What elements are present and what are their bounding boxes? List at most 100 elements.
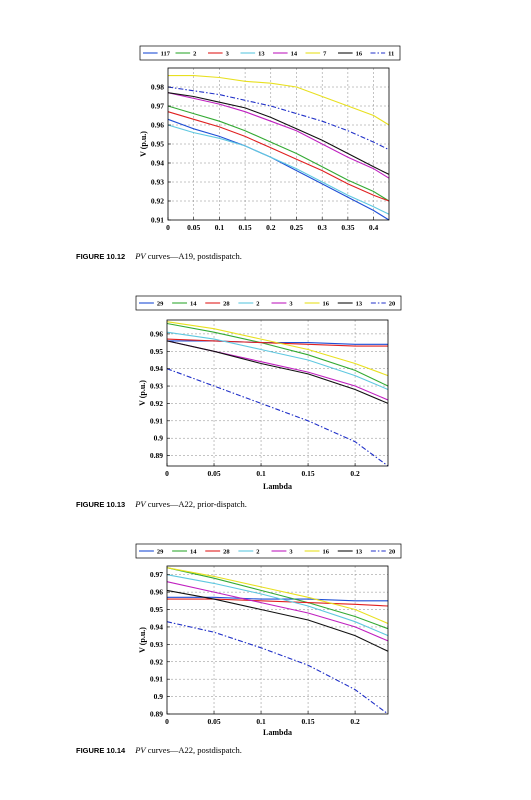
caption-text: curves—A19, postdispatch. [145,251,242,261]
caption-italic: PV [135,499,146,509]
x-tick-label: 0.2 [350,469,360,478]
x-tick-label: 0.15 [302,469,315,478]
series-line-14 [167,92,390,179]
y-tick-label: 0.89 [150,451,163,460]
y-tick-label: 0.91 [150,416,163,425]
series-line-2 [167,105,390,202]
y-tick-label: 0.93 [150,640,163,649]
y-tick-label: 0.94 [150,622,163,631]
figure-caption: FIGURE 10.14 PV curves—A22, postdispatch. [76,745,242,755]
y-tick-label: 0.93 [150,382,163,391]
x-tick-label: 0.4 [369,223,379,232]
legend-label-16: 16 [356,51,363,58]
series-line-16 [166,321,389,377]
figure-caption: FIGURE 10.13 PV curves—A22, prior-dispatc… [76,499,247,509]
x-tick-label: 0.15 [239,223,252,232]
x-tick-label: 0.05 [187,223,200,232]
series-line-20 [166,621,389,715]
legend-label-29: 29 [157,549,164,556]
figure-number: FIGURE 10.13 [76,500,126,509]
y-tick-label: 0.98 [151,83,164,92]
legend-label-117: 117 [161,51,171,58]
series-line-16 [166,567,389,625]
legend-box [139,45,401,61]
y-tick-label: 0.91 [151,216,164,225]
figure-10-14: 0 0.05 0.1 0.15 0.2 0.89 0.9 0.91 0.92 0.93 0.94 0.… [0,538,531,743]
legend-label-11: 11 [388,51,394,58]
legend-label-3: 3 [289,301,293,308]
x-tick-label: 0.25 [290,223,303,232]
y-tick-label: 0.91 [150,675,163,684]
pv-chart-a22-postdispatch: 0 0.05 0.1 0.15 0.2 0.89 0.9 0.91 0.92 0.93 0.94 0.… [135,543,402,737]
legend-label-16: 16 [323,301,330,308]
series-line-13 [166,340,389,404]
legend-label-13: 13 [356,549,363,556]
y-tick-label: 0.94 [151,159,164,168]
y-axis-label: V (p.u.) [138,380,147,406]
figure-caption: FIGURE 10.12 PV curves—A19, postdispatch. [76,251,242,261]
series-line-3 [166,581,389,642]
figure-10-13: 0 0.05 0.1 0.15 0.2 0.89 0.9 0.91 0.92 0.93 0.94 0.… [0,290,531,495]
legend-label-2: 2 [256,301,259,308]
series-line-16 [167,92,390,175]
y-tick-label: 0.95 [151,140,164,149]
pv-chart-a19-postdispatch: 0 0.05 0.1 0.15 0.2 0.25 0.3 0.35 0.4 0.91 0.92 0.9… [139,45,401,232]
series-line-2 [166,574,389,637]
y-tick-label: 0.96 [150,588,163,597]
y-tick-label: 0.89 [150,710,163,719]
axes-frame [166,565,389,715]
x-axis-label: Lambda [263,728,292,737]
y-tick-label: 0.95 [150,347,163,356]
x-tick-label: 0.05 [207,469,220,478]
legend-label-29: 29 [157,301,164,308]
y-tick-label: 0.97 [151,102,164,111]
y-tick-label: 0.92 [150,657,163,666]
series-line-11 [167,86,390,151]
y-tick-label: 0.92 [150,399,163,408]
y-tick-label: 0.93 [151,178,164,187]
x-tick-label: 0 [165,469,169,478]
x-tick-label: 0 [166,223,170,232]
x-tick-label: 0.2 [266,223,276,232]
legend-label-14: 14 [291,51,298,58]
legend-label-13: 13 [258,51,265,58]
y-tick-label: 0.9 [154,434,164,443]
x-tick-label: 0 [165,717,169,726]
legend-label-20: 20 [389,301,396,308]
legend-label-13: 13 [356,301,363,308]
legend-label-14: 14 [190,301,197,308]
legend-label-3: 3 [289,549,293,556]
pv-chart-a22-prior-dispatch: 0 0.05 0.1 0.15 0.2 0.89 0.9 0.91 0.92 0.93 0.94 0.… [135,295,402,491]
axes-frame [166,319,389,467]
y-axis-label: V (p.u.) [138,627,147,653]
y-tick-label: 0.95 [150,605,163,614]
x-tick-label: 0.1 [256,717,266,726]
legend-label-2: 2 [193,51,196,58]
y-tick-label: 0.96 [150,329,163,338]
legend-label-28: 28 [223,301,230,308]
legend-label-14: 14 [190,549,197,556]
y-tick-label: 0.92 [151,197,164,206]
series-line-13 [167,124,390,215]
legend-box [135,543,402,559]
x-tick-label: 0.2 [350,717,360,726]
x-tick-label: 0.3 [317,223,327,232]
y-tick-label: 0.9 [154,692,164,701]
figure-10-12: 0 0.05 0.1 0.15 0.2 0.25 0.3 0.35 0.4 0.91 0.92 0.9… [0,40,531,235]
caption-text: curves—A22, prior-dispatch. [145,499,247,509]
x-tick-label: 0.05 [207,717,220,726]
legend-label-7: 7 [323,51,327,58]
caption-italic: PV [135,251,146,261]
x-tick-label: 0.1 [215,223,225,232]
x-tick-label: 0.1 [256,469,266,478]
series-line-13 [166,589,389,652]
series-line-14 [166,322,389,387]
legend-label-20: 20 [389,549,396,556]
x-tick-label: 0.15 [302,717,315,726]
series-line-28 [166,338,388,347]
figure-number: FIGURE 10.14 [76,746,126,755]
y-axis-label: V (p.u.) [139,131,148,157]
legend-label-2: 2 [256,549,259,556]
series-line-117 [167,118,390,221]
series-line-7 [168,75,390,126]
